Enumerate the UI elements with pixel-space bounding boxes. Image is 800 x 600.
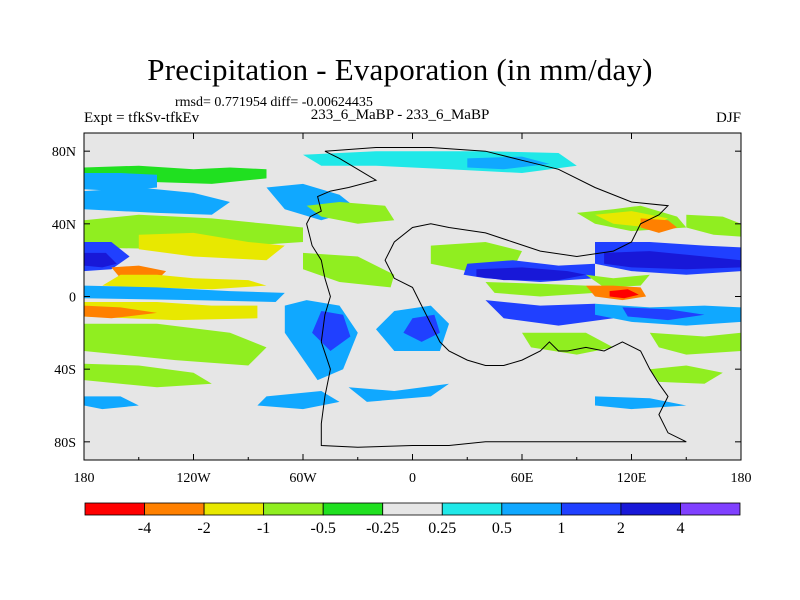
field-layer: [84, 151, 741, 410]
contour-region-28: [476, 267, 586, 281]
contour-region-10: [84, 252, 117, 268]
x-tick-label: 60E: [511, 471, 534, 486]
y-tick-label: 40S: [54, 363, 76, 378]
contour-region-44: [649, 365, 723, 384]
coastline-0: [306, 147, 687, 448]
colorbar-swatch-9: [620, 502, 681, 516]
colorbar: -4 -2 -1 -0.5 -0.25 0.25 0.5 1 2 4: [84, 502, 741, 537]
contour-region-42: [622, 307, 705, 321]
contour-region-19: [84, 396, 139, 410]
chart-title: Precipitation - Evaporation (in mm/day): [147, 52, 653, 87]
colorbar-swatch-5: [382, 502, 443, 516]
colorbar-swatch-8: [560, 502, 622, 516]
y-tick-label: 80S: [54, 436, 76, 451]
colorbar-label: -0.5: [311, 520, 336, 537]
experiment-label: Expt = tfkSv-tfkEv: [84, 110, 200, 126]
colorbar-swatch-4: [322, 502, 384, 516]
contour-region-22: [348, 383, 449, 402]
contour-region-6: [306, 202, 395, 224]
contour-region-3: [467, 156, 550, 170]
coastline-layer: [306, 147, 687, 448]
season-label: DJF: [715, 110, 741, 126]
contour-region-8: [138, 232, 285, 261]
colorbar-label: -4: [138, 520, 151, 537]
y-tick-label: 40N: [52, 218, 76, 233]
contour-region-13: [84, 285, 285, 302]
colorbar-label: -0.25: [366, 520, 399, 537]
contour-region-35: [686, 214, 741, 237]
colorbar-label: 0.25: [428, 520, 456, 537]
colorbar-label: 4: [676, 520, 684, 537]
y-tick-label: 80N: [52, 145, 76, 160]
colorbar-swatch-6: [441, 502, 503, 516]
colorbar-label: 0.5: [492, 520, 512, 537]
contour-region-12: [102, 274, 267, 290]
contour-region-4: [84, 187, 230, 215]
colorbar-label: -2: [197, 520, 210, 537]
colorbar-label: -1: [257, 520, 270, 537]
x-tick-label: 180: [731, 471, 752, 486]
x-axis: 180 120W 60W 0 60E 120E 180: [74, 133, 752, 486]
case-label: 233_6_MaBP - 233_6_MaBP: [310, 107, 490, 123]
colorbar-swatch-3: [263, 502, 324, 516]
contour-region-18: [257, 391, 340, 410]
contour-region-30: [485, 300, 614, 326]
contour-region-15: [84, 305, 157, 319]
y-axis: 80N 40N 0 40S 80S: [52, 145, 741, 451]
x-tick-label: 180: [74, 471, 95, 486]
colorbar-swatch-1: [144, 502, 205, 516]
contour-region-16: [84, 323, 267, 366]
stats-label: rmsd= 0.771954 diff= -0.00624435: [175, 95, 373, 110]
contour-region-34: [640, 218, 678, 233]
contour-region-7: [84, 214, 303, 250]
colorbar-swatch-0: [84, 502, 145, 516]
contour-region-37: [604, 251, 741, 270]
contour-region-40: [609, 289, 639, 299]
contour-region-26: [403, 314, 440, 342]
contour-region-17: [84, 363, 212, 388]
x-tick-label: 60W: [289, 471, 317, 486]
colorbar-swatch-10: [680, 502, 741, 516]
contour-region-43: [649, 332, 741, 355]
colorbar-label: 2: [617, 520, 625, 537]
x-tick-label: 120E: [617, 471, 647, 486]
contour-region-31: [522, 332, 614, 355]
y-tick-label: 0: [69, 291, 76, 306]
contour-region-1: [84, 173, 157, 192]
colorbar-label: 1: [557, 520, 565, 537]
contour-region-29: [485, 282, 595, 297]
x-tick-label: 120W: [176, 471, 211, 486]
contour-region-38: [585, 274, 650, 288]
contour-region-23: [303, 252, 395, 288]
x-tick-label: 0: [409, 471, 416, 486]
colorbar-swatch-7: [501, 502, 562, 516]
colorbar-swatch-2: [203, 502, 265, 516]
